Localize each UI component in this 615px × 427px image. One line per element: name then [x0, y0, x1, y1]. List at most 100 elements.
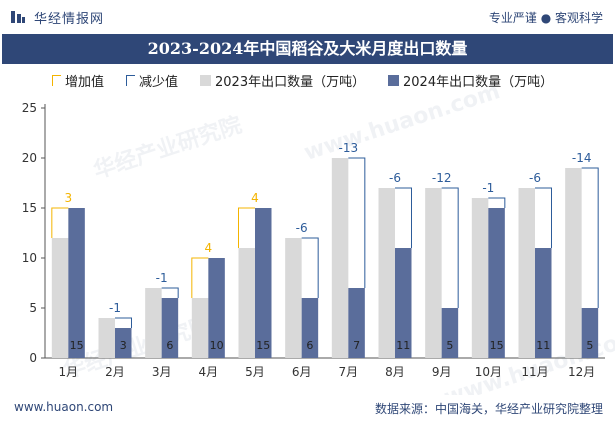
increase-bracket — [238, 207, 255, 248]
difference-label: -1 — [109, 301, 121, 315]
decrease-bracket — [161, 287, 179, 298]
y-tick-label: 5 — [29, 301, 37, 315]
bar-2024 — [115, 328, 132, 358]
y-tick-label: 25 — [22, 101, 37, 115]
bar-2024-value-label: 3 — [120, 339, 127, 352]
x-tick-label: 1月 — [59, 365, 79, 379]
chart-legend: 增加值 减少值 2023年出口数量（万吨） 2024年出口数量（万吨） — [0, 68, 615, 90]
bar-2024 — [68, 208, 85, 358]
x-tick-label: 6月 — [292, 365, 312, 379]
bar-2024-value-label: 15 — [490, 339, 504, 352]
bar-2023 — [98, 318, 115, 358]
bar-2023 — [378, 188, 395, 358]
bar-2024-value-label: 5 — [446, 339, 453, 352]
bar-2024 — [301, 298, 319, 358]
bar-2024-value-label: 5 — [586, 339, 593, 352]
difference-label: -12 — [432, 171, 452, 185]
x-tick-label: 8月 — [385, 365, 405, 379]
bar-2024 — [488, 208, 505, 358]
bar-2024-value-label: 11 — [396, 339, 410, 352]
legend-2024-label: 2024年出口数量（万吨） — [403, 75, 554, 90]
legend-2023: 2023年出口数量（万吨） — [200, 71, 365, 90]
brand-logo-icon — [11, 11, 25, 23]
difference-label: -13 — [339, 141, 359, 155]
bar-2023 — [518, 188, 535, 358]
footer: www.huaon.com 数据来源：中国海关，华经产业研究院整理 — [0, 395, 615, 421]
difference-label: -6 — [296, 221, 308, 235]
difference-label: -1 — [482, 181, 494, 195]
bar-2024 — [581, 308, 599, 358]
legend-increase-swatch — [52, 75, 61, 86]
x-tick-label: 3月 — [152, 365, 172, 379]
brand-tagline: 专业严谨 ● 客观科学 — [488, 11, 603, 25]
bar-2023 — [565, 168, 582, 358]
bar-2024 — [208, 258, 225, 358]
decrease-bracket — [115, 317, 132, 328]
x-tick-label: 4月 — [199, 365, 219, 379]
bar-2024-value-label: 15 — [70, 339, 84, 352]
footer-url[interactable]: www.huaon.com — [14, 400, 114, 414]
legend-increase: 增加值 — [52, 71, 104, 90]
y-tick-label: 0 — [29, 351, 37, 365]
top-bar: 华经情报网 专业严谨 ● 客观科学 — [0, 0, 615, 34]
x-tick-label: 11月 — [521, 365, 548, 379]
legend-decrease-swatch — [126, 75, 135, 86]
bar-2024 — [535, 248, 552, 358]
bar-2023 — [285, 238, 302, 358]
legend-increase-label: 增加值 — [65, 75, 105, 90]
bar-2023 — [331, 158, 349, 358]
bar-2023 — [471, 198, 489, 358]
bar-2023 — [145, 288, 162, 358]
difference-label: -14 — [572, 151, 592, 165]
decrease-bracket — [395, 187, 412, 248]
legend-decrease-label: 减少值 — [139, 75, 179, 90]
difference-label: 3 — [65, 191, 73, 205]
bar-2023 — [191, 298, 209, 358]
x-tick-label: 10月 — [475, 365, 502, 379]
bar-2024 — [161, 298, 179, 358]
y-tick-label: 20 — [22, 151, 37, 165]
bar-chart: 0 5 10 15 20 25 15 3 1月 3 -1 2月 6 -1 3月 10 4 4月 15 4 5月 6 -6 6月… — [22, 101, 605, 379]
chart-title: 2023-2024年中国稻谷及大米月度出口数量 — [2, 34, 613, 64]
decrease-bracket — [535, 187, 552, 248]
x-tick-label: 2月 — [105, 365, 125, 379]
bar-2024 — [395, 248, 412, 358]
x-tick-label: 12月 — [568, 365, 595, 379]
bar-2024-value-label: 10 — [210, 339, 224, 352]
increase-bracket — [191, 257, 209, 298]
difference-label: 4 — [251, 191, 259, 205]
bar-2024 — [441, 308, 459, 358]
footer-source: 数据来源：中国海关，华经产业研究院整理 — [374, 402, 603, 416]
legend-2024: 2024年出口数量（万吨） — [388, 71, 553, 90]
x-tick-label: 7月 — [339, 365, 359, 379]
difference-label: -6 — [529, 171, 541, 185]
difference-label: -6 — [389, 171, 401, 185]
y-tick-label: 10 — [22, 251, 37, 265]
y-tick-label: 15 — [22, 201, 37, 215]
brand-name: 华经情报网 — [34, 12, 105, 27]
legend-decrease: 减少值 — [126, 71, 178, 90]
decrease-bracket — [348, 157, 366, 288]
decrease-bracket — [301, 237, 319, 298]
bar-2024 — [255, 208, 272, 358]
difference-label: -1 — [156, 271, 168, 285]
bar-2024-value-label: 7 — [353, 339, 360, 352]
x-tick-label: 9月 — [432, 365, 452, 379]
bar-2024-value-label: 15 — [256, 339, 270, 352]
decrease-bracket — [441, 187, 459, 308]
difference-label: 4 — [205, 241, 213, 255]
bar-2024-value-label: 6 — [166, 339, 173, 352]
increase-bracket — [51, 207, 69, 238]
bar-2023 — [238, 248, 255, 358]
bar-2024 — [348, 288, 365, 358]
bar-2023 — [51, 238, 69, 358]
decrease-bracket — [488, 197, 506, 208]
x-tick-label: 5月 — [245, 365, 265, 379]
decrease-bracket — [581, 167, 599, 308]
legend-2024-swatch — [388, 75, 399, 86]
bar-2023 — [425, 188, 442, 358]
legend-2023-swatch — [200, 75, 211, 86]
legend-2023-label: 2023年出口数量（万吨） — [215, 75, 366, 90]
bar-2024-value-label: 6 — [306, 339, 313, 352]
bar-2024-value-label: 11 — [536, 339, 550, 352]
